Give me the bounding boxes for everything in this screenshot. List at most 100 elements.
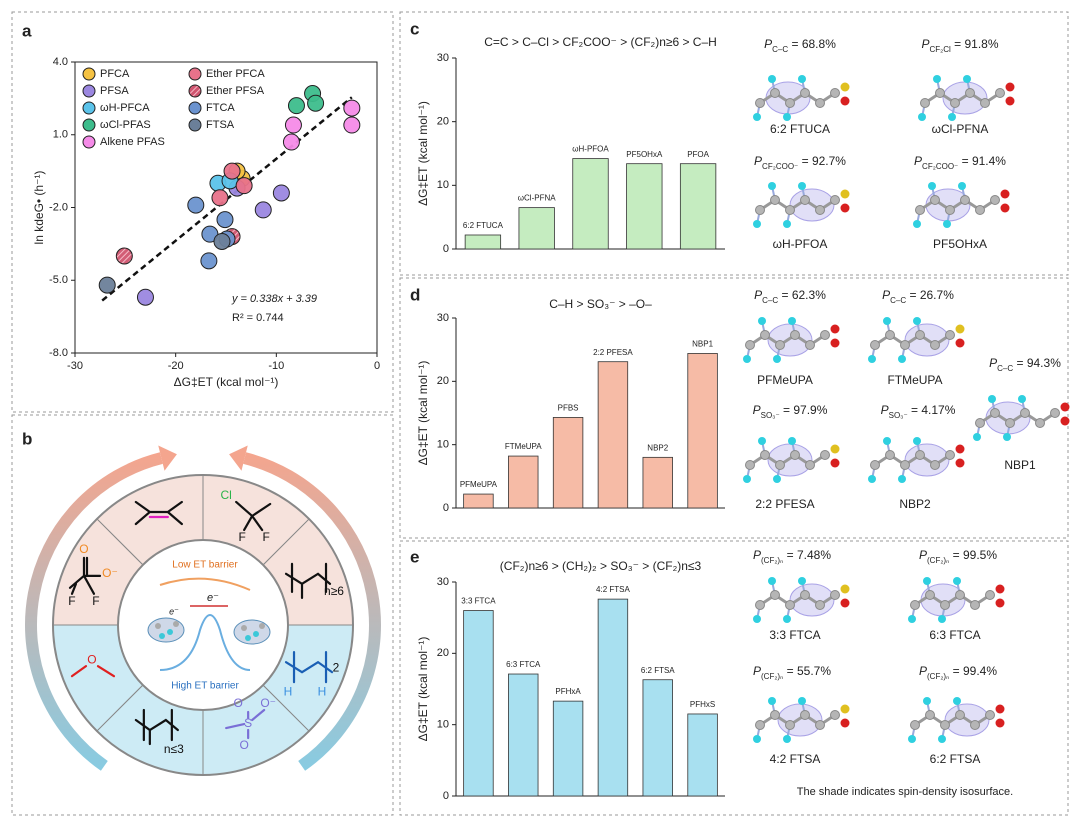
compound-name: 2:2 PFESA <box>755 497 814 511</box>
electron: e⁻ <box>169 606 179 616</box>
end-atom <box>840 203 850 213</box>
structure-atom: 2 <box>333 660 340 674</box>
end-atom <box>830 338 840 348</box>
end-atom <box>840 718 850 728</box>
carbon <box>975 205 985 215</box>
bar <box>508 455 539 509</box>
probability-symbol: P <box>764 37 772 51</box>
panel-d-frame <box>399 277 1069 539</box>
fluorine <box>973 433 981 441</box>
y-axis-label: ln kdeG• (h⁻¹) <box>32 171 46 245</box>
end-atom <box>840 704 850 714</box>
bar-label: NBP2 <box>647 443 668 452</box>
bar-label: FTMeUPA <box>505 442 542 451</box>
fluorine <box>768 182 776 190</box>
fluorine <box>898 475 906 483</box>
fluorine <box>788 317 796 325</box>
fluorine <box>883 317 891 325</box>
legend-label: FTCA <box>206 102 235 114</box>
arrow-head <box>158 445 177 471</box>
scatter-point <box>136 288 154 306</box>
panel-a-frame <box>11 11 394 413</box>
panel-label: a <box>22 21 32 40</box>
legend-swatch <box>188 101 202 115</box>
legend-label: PFCA <box>100 68 130 80</box>
carbon <box>925 590 935 600</box>
probability-symbol: P <box>882 288 890 302</box>
compound-name: NBP1 <box>1004 458 1036 472</box>
carbon <box>760 450 770 460</box>
bar <box>597 361 629 509</box>
carbon <box>815 205 825 215</box>
carbon <box>915 450 925 460</box>
y-tick-label: 1.0 <box>53 129 68 141</box>
y-tick-label: -5.0 <box>49 274 68 286</box>
scatter-point <box>343 116 361 134</box>
carbon <box>950 98 960 108</box>
legend-label: Ether PFCA <box>206 68 265 80</box>
legend-swatch <box>82 101 96 115</box>
fluorine <box>938 735 946 743</box>
x-tick-label: -30 <box>67 360 83 372</box>
chart-title: C–H > SO₃⁻ > –O– <box>549 297 652 311</box>
fluorine <box>753 220 761 228</box>
compound-name: 6:2 FTUCA <box>770 122 830 136</box>
carbon <box>985 590 995 600</box>
carbon <box>785 720 795 730</box>
bar-label: NBP1 <box>692 340 713 349</box>
legend-label: PFSA <box>100 85 129 97</box>
carbon <box>775 460 785 470</box>
carbon <box>910 600 920 610</box>
fluorine <box>783 220 791 228</box>
scatter-point <box>115 247 133 265</box>
probability: PCF₂Cl = 91.8% <box>921 37 998 53</box>
carbon <box>820 330 830 340</box>
fluorine <box>768 697 776 705</box>
bar <box>552 417 584 509</box>
scatter-point <box>211 189 229 207</box>
carbon <box>935 88 945 98</box>
carbon <box>770 710 780 720</box>
structure-atom: F <box>68 594 75 608</box>
end-atom <box>1060 416 1070 426</box>
bar-label: 6:3 FTCA <box>506 660 541 669</box>
fluorine <box>923 577 931 585</box>
bar <box>572 158 609 250</box>
carbon <box>1035 418 1045 428</box>
fluorine <box>898 355 906 363</box>
bar <box>642 456 673 509</box>
compound-name: NBP2 <box>899 497 931 511</box>
fluorine <box>953 577 961 585</box>
bar-label: 3:3 FTCA <box>461 597 496 606</box>
probability-value: = 99.4% <box>949 664 997 678</box>
end-atom <box>995 584 1005 594</box>
structure-bond <box>284 562 332 599</box>
probability-symbol: P <box>753 664 761 678</box>
y-tick-label: 0 <box>443 243 449 255</box>
fluorine <box>938 615 946 623</box>
carbon <box>770 590 780 600</box>
legend-swatch <box>188 84 202 98</box>
bar-label: PFMeUPA <box>460 480 498 489</box>
probability-subscript: CF₂COO⁻ <box>922 162 958 171</box>
structure-atom: O <box>87 652 96 666</box>
end-atom <box>995 718 1005 728</box>
probability-value: = 55.7% <box>783 664 831 678</box>
structure-bond <box>134 500 183 526</box>
carbon <box>800 590 810 600</box>
carbon <box>885 450 895 460</box>
carbon <box>870 460 880 470</box>
end-atom <box>840 584 850 594</box>
carbon <box>800 195 810 205</box>
structure-atom: Cl <box>220 488 231 502</box>
legend-swatch <box>82 135 96 149</box>
probability-value: = 99.5% <box>949 548 997 562</box>
carbon <box>990 195 1000 205</box>
fluorine <box>783 113 791 121</box>
panel-label: e <box>410 547 419 566</box>
wheel-outer <box>52 474 354 776</box>
fluorine <box>913 220 921 228</box>
probability-value: = 62.3% <box>778 288 826 302</box>
carbon <box>800 88 810 98</box>
